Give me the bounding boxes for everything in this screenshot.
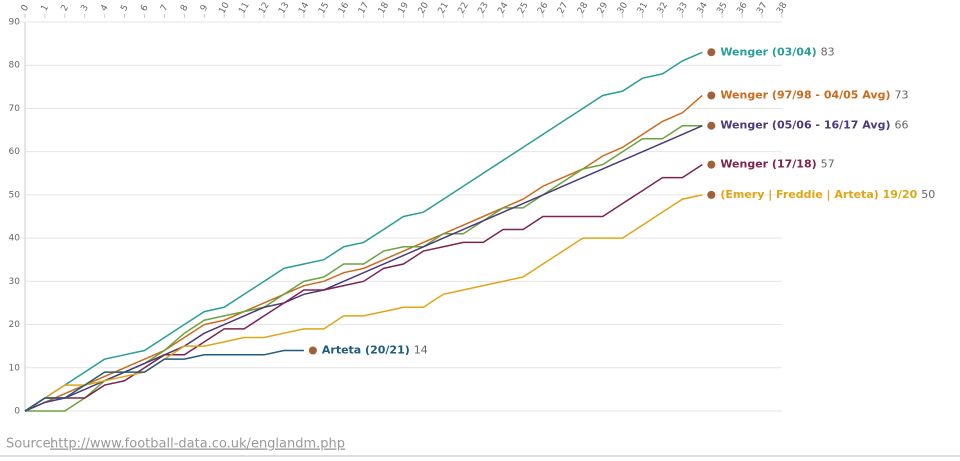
x-tick-label: 23	[476, 1, 490, 16]
series-line	[24, 125, 703, 412]
y-tick-label: 40	[9, 234, 21, 244]
y-tick-label: 90	[9, 18, 21, 28]
y-tick-label: 20	[9, 320, 21, 330]
x-tick-label: 3	[79, 3, 91, 13]
end-icon	[706, 120, 717, 131]
x-tick-label: 4	[99, 3, 111, 13]
y-tick-label: 70	[9, 104, 21, 114]
source-label: Source:	[6, 437, 55, 452]
x-tick-label: 13	[277, 1, 291, 16]
x-tick-label: 12	[257, 1, 271, 16]
x-tick-label: 10	[217, 1, 232, 16]
x-tick-label: 28	[576, 1, 591, 16]
series-line	[24, 349, 304, 412]
end-icon	[706, 189, 717, 200]
series-label: Wenger (05/06 - 16/17 Avg)	[720, 119, 890, 132]
x-tick-label: 33	[676, 1, 690, 16]
y-tick-label: 60	[9, 147, 21, 157]
x-tick-label: 25	[516, 1, 530, 16]
series-value-label: 14	[414, 343, 428, 356]
x-tick-label: 8	[179, 3, 191, 13]
x-tick-label: 20	[417, 1, 432, 16]
x-tick-label: 0	[20, 3, 32, 13]
series-value-label: 57	[821, 158, 835, 171]
x-tick-label: 18	[377, 1, 392, 16]
series-value-label: 83	[821, 45, 835, 58]
x-tick-label: 27	[556, 1, 570, 16]
x-tick-label: 29	[596, 1, 611, 16]
x-tick-label: 7	[159, 3, 171, 13]
series-line	[24, 164, 703, 412]
x-tick-label: 38	[775, 1, 790, 16]
x-tick-label: 17	[357, 1, 371, 16]
series-label: Wenger (97/98 - 04/05 Avg)	[720, 88, 890, 101]
x-tick-label: 5	[119, 3, 131, 13]
x-tick-label: 37	[755, 1, 769, 16]
x-tick-label: 30	[616, 1, 631, 16]
x-tick-label: 19	[397, 1, 412, 16]
x-tick-label: 22	[457, 1, 471, 16]
x-tick-label: 15	[317, 1, 331, 16]
x-tick-label: 6	[139, 3, 151, 13]
series-label: Wenger (17/18)	[720, 158, 816, 171]
series-label: Arteta (20/21)	[322, 343, 410, 356]
x-tick-label: 9	[199, 3, 211, 13]
x-tick-label: 32	[656, 1, 670, 16]
series-line	[24, 194, 703, 412]
end-icon	[706, 159, 717, 170]
end-icon	[307, 345, 318, 356]
series-label: (Emery | Freddie | Arteta) 19/20	[720, 188, 917, 201]
x-tick-label: 36	[735, 1, 750, 16]
series-value-label: 50	[921, 188, 935, 201]
end-icon	[706, 47, 717, 58]
y-tick-label: 10	[9, 363, 21, 373]
x-tick-label: 31	[636, 1, 650, 16]
y-tick-label: 50	[9, 190, 21, 200]
x-tick-label: 21	[437, 1, 451, 16]
series-line	[24, 51, 703, 412]
y-tick-label: 0	[14, 407, 20, 417]
x-tick-label: 11	[237, 1, 251, 16]
series-value-label: 73	[894, 88, 908, 101]
x-tick-label: 16	[337, 1, 352, 16]
y-tick-label: 30	[9, 277, 21, 287]
series-value-label: 66	[894, 119, 908, 132]
series-label: Wenger (03/04)	[720, 45, 816, 58]
x-tick-label: 2	[60, 3, 72, 13]
x-tick-label: 35	[715, 1, 729, 16]
x-tick-label: 14	[297, 1, 312, 16]
x-tick-label: 1	[40, 3, 52, 13]
series-line	[24, 94, 703, 412]
x-tick-label: 24	[496, 1, 511, 16]
x-tick-label: 34	[696, 1, 711, 16]
x-tick-label: 26	[536, 1, 551, 16]
source-link[interactable]: http://www.football-data.co.uk/englandm.…	[50, 437, 345, 452]
y-tick-label: 80	[9, 61, 21, 71]
end-icon	[706, 90, 717, 101]
